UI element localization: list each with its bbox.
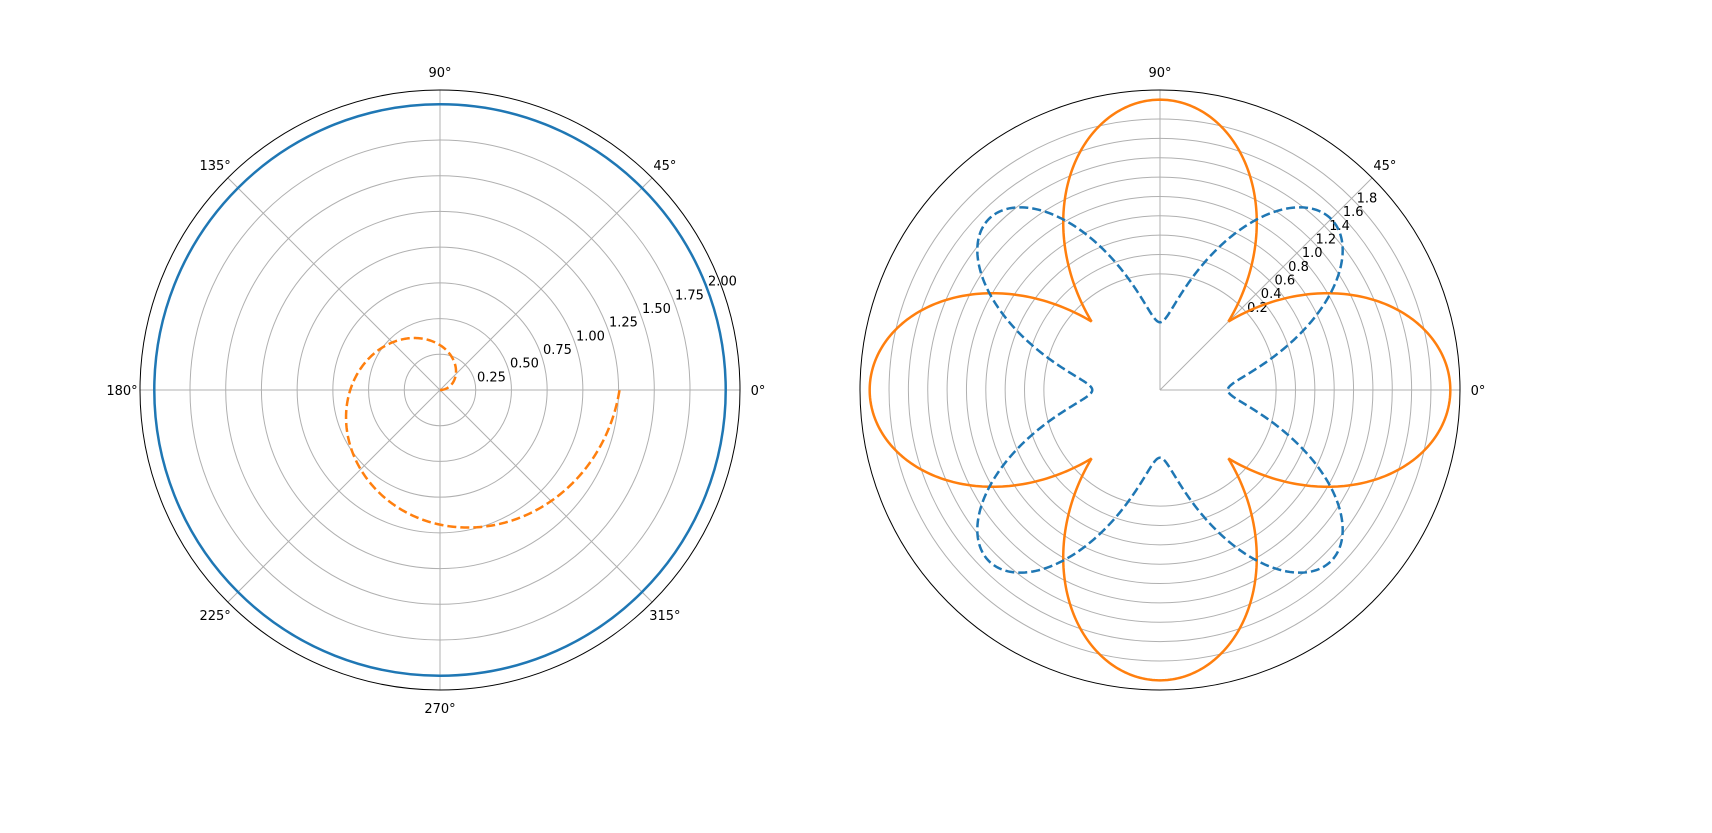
polar-frame [139,89,741,691]
radial-tick-label: 1.75 [675,288,704,303]
angular-grid-line [227,389,441,603]
radial-tick-label: 0.4 [1261,287,1282,302]
angle-tick-label: 270° [424,702,455,717]
angle-tick-label: 45° [653,159,676,174]
radial-tick-label: 1.50 [642,302,671,317]
radial-tick-label: 0.75 [543,343,572,358]
angle-tick-label: 45° [1373,159,1396,174]
radial-tick-label: 1.2 [1316,232,1337,247]
radial-tick-label: 0.6 [1274,274,1295,289]
polar-plot-left: 0° 45° 90° 135° 180° 225° 270° 315° 0.25 0.50 0.75… [106,66,765,717]
radial-tick-label: 1.8 [1357,191,1378,206]
angular-grid-line [439,389,653,603]
angle-tick-label: 90° [428,66,451,81]
angle-tick-label: 0° [1471,384,1486,399]
radial-tick-label: 1.0 [1302,246,1323,261]
series-rose-line [868,98,1452,682]
angular-grid-line [1159,177,1373,391]
radial-tick-label: 1.00 [576,329,605,344]
series-circle-line [153,103,727,677]
angular-grid-line [227,177,441,391]
angular-grid-line [439,177,653,391]
radial-tick-label: 0.25 [477,370,506,385]
radial-tick-label: 2.00 [708,275,737,290]
radial-tick-label: 1.6 [1343,205,1364,220]
angle-tick-label: 135° [199,159,230,174]
radial-tick-label: 0.50 [510,357,539,372]
series-wave-line [976,206,1344,574]
polar-plot-right: 0°45°90°0.20.40.60.81.01.21.41.61.8 [859,66,1486,691]
angle-tick-label: 315° [649,609,680,624]
radial-tick-label: 1.4 [1329,219,1350,234]
polar-frame [859,89,1461,691]
angle-tick-label: 225° [199,609,230,624]
angle-tick-label: 180° [106,384,137,399]
angle-tick-label: 0° [751,384,766,399]
series-spiral-line [344,336,621,529]
radial-tick-label: 0.8 [1288,260,1309,275]
angle-tick-label: 90° [1148,66,1171,81]
radial-tick-label: 1.25 [609,316,638,331]
